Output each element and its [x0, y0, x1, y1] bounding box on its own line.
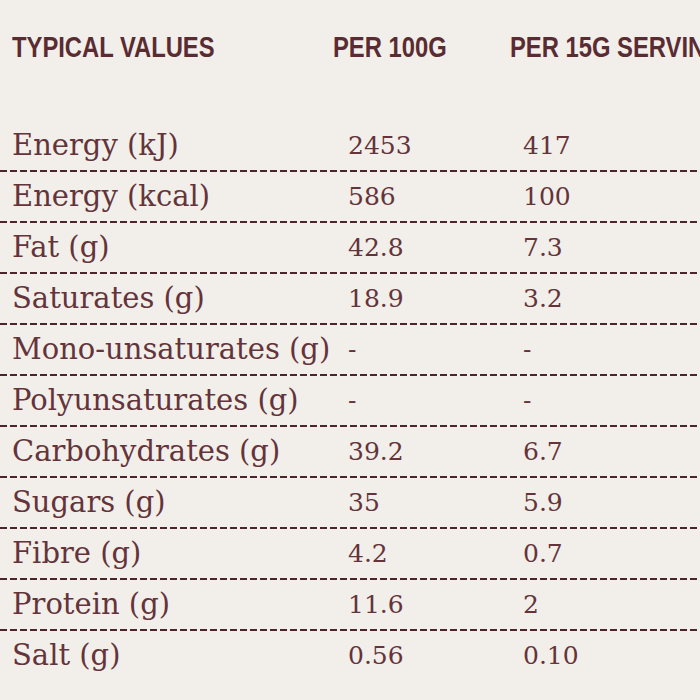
table-row: Protein (g) 11.6 2: [0, 580, 700, 631]
per-serving-value: -: [523, 325, 700, 376]
per-serving-value: 5.9: [523, 478, 700, 529]
per-serving-value: 7.3: [523, 223, 700, 274]
per-serving-value: 2: [523, 580, 700, 631]
per-serving-value: 417: [523, 121, 700, 172]
per-100g-value: 2453: [348, 121, 523, 172]
per-100g-value: -: [348, 325, 523, 376]
per-100g-value: 35: [348, 478, 523, 529]
table-row: Energy (kJ) 2453 417: [0, 121, 700, 172]
table-row: Salt (g) 0.56 0.10: [0, 631, 700, 682]
nutrient-label: Fibre (g): [0, 529, 348, 580]
nutrition-label: TYPICAL VALUES PER 100G PER 15G SERVING …: [0, 0, 700, 700]
nutrient-label: Fat (g): [0, 223, 348, 274]
nutrient-label: Polyunsaturates (g): [0, 376, 348, 427]
nutrient-label: Saturates (g): [0, 274, 348, 325]
table-row: Polyunsaturates (g) - -: [0, 376, 700, 427]
per-100g-value: 586: [348, 172, 523, 223]
nutrient-label: Sugars (g): [0, 478, 348, 529]
column-header-typical-values: TYPICAL VALUES: [12, 33, 215, 62]
column-header-per-100g: PER 100G: [333, 33, 447, 62]
table-row: Fibre (g) 4.2 0.7: [0, 529, 700, 580]
per-100g-value: 18.9: [348, 274, 523, 325]
per-serving-value: 3.2: [523, 274, 700, 325]
per-serving-value: -: [523, 376, 700, 427]
nutrition-table: Energy (kJ) 2453 417 Energy (kcal) 586 1…: [0, 121, 700, 682]
table-row: Carbohydrates (g) 39.2 6.7: [0, 427, 700, 478]
table-row: Sugars (g) 35 5.9: [0, 478, 700, 529]
per-100g-value: 0.56: [348, 631, 523, 682]
per-100g-value: 39.2: [348, 427, 523, 478]
nutrient-label: Energy (kcal): [0, 172, 348, 223]
per-100g-value: -: [348, 376, 523, 427]
per-serving-value: 0.10: [523, 631, 700, 682]
per-serving-value: 0.7: [523, 529, 700, 580]
nutrient-label: Salt (g): [0, 631, 348, 682]
nutrient-label: Carbohydrates (g): [0, 427, 348, 478]
per-serving-value: 100: [523, 172, 700, 223]
nutrient-label: Protein (g): [0, 580, 348, 631]
per-100g-value: 11.6: [348, 580, 523, 631]
nutrient-label: Mono-unsaturates (g): [0, 325, 348, 376]
table-row: Fat (g) 42.8 7.3: [0, 223, 700, 274]
nutrient-label: Energy (kJ): [0, 121, 348, 172]
table-row: Mono-unsaturates (g) - -: [0, 325, 700, 376]
table-row: Energy (kcal) 586 100: [0, 172, 700, 223]
table-row: Saturates (g) 18.9 3.2: [0, 274, 700, 325]
per-serving-value: 6.7: [523, 427, 700, 478]
per-100g-value: 42.8: [348, 223, 523, 274]
per-100g-value: 4.2: [348, 529, 523, 580]
column-header-per-15g-serving: PER 15G SERVING: [510, 33, 700, 62]
